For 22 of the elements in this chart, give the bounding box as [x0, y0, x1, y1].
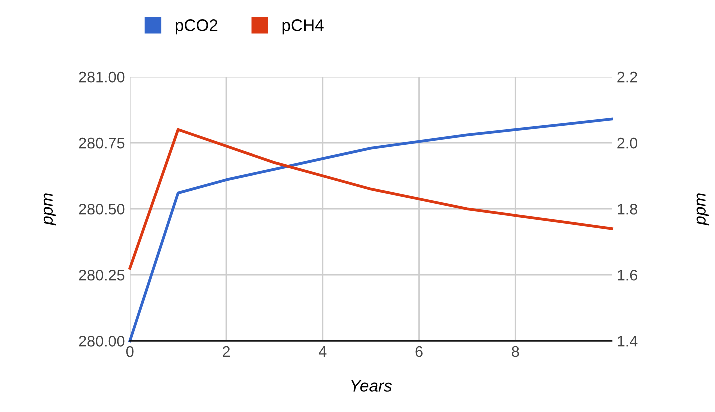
- y2-tick-label: 1.8: [618, 204, 638, 215]
- x-tick-label: 4: [318, 346, 327, 358]
- x-tick-label: 2: [223, 346, 230, 358]
- y2-axis-title: ppm: [696, 194, 710, 226]
- y2-tick-label: 1.6: [618, 270, 638, 281]
- y-tick-label: 281.00: [79, 72, 125, 83]
- x-tick-label: 0: [126, 346, 134, 358]
- x-axis-title: Years: [352, 380, 392, 392]
- line-series: [128, 118, 614, 343]
- y-tick-label: 280.25: [79, 270, 125, 281]
- legend-label: pCH4: [282, 20, 324, 35]
- y-tick-label: 280.50: [79, 204, 125, 215]
- y2-tick-label: 1.4: [618, 336, 638, 347]
- y2-tick-label: 2.2: [618, 72, 638, 83]
- x-tick-label: 8: [512, 346, 520, 358]
- y-axis-title: ppm: [44, 194, 56, 226]
- y-tick-label: 280.75: [79, 138, 125, 149]
- x-tick-label: 6: [416, 346, 423, 358]
- y2-tick-label: 2.0: [618, 138, 638, 149]
- line-series: [128, 128, 614, 270]
- legend-label: pCO2: [176, 20, 218, 35]
- y-tick-label: 280.00: [79, 336, 125, 347]
